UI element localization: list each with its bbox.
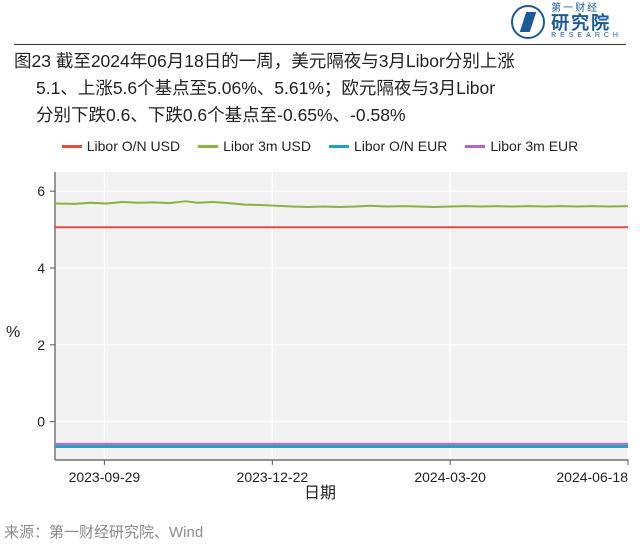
logo-icon <box>511 5 545 39</box>
svg-text:4: 4 <box>37 260 45 276</box>
chart-svg: 02462023-09-292023-12-222024-03-202024-0… <box>0 160 640 505</box>
svg-text:6: 6 <box>37 183 45 199</box>
logo-text: 第一财经 研究院 RESEARCH <box>551 4 622 39</box>
svg-text:0: 0 <box>37 414 45 430</box>
svg-text:2: 2 <box>37 337 45 353</box>
title-line1: 图23 截至2024年06月18日的一周，美元隔夜与3月Libor分别上涨 <box>14 51 515 71</box>
logo-en: RESEARCH <box>551 32 622 39</box>
legend-label: Libor O/N EUR <box>354 138 447 154</box>
y-axis-label: % <box>6 324 20 342</box>
brand-logo: 第一财经 研究院 RESEARCH <box>511 4 622 39</box>
chart-title: 图23 截至2024年06月18日的一周，美元隔夜与3月Libor分别上涨 5.… <box>14 44 626 129</box>
legend-label: Libor O/N USD <box>87 138 180 154</box>
legend-item: Libor O/N USD <box>62 138 180 154</box>
legend-label: Libor 3m EUR <box>490 138 578 154</box>
legend-item: Libor 3m EUR <box>465 138 578 154</box>
title-line3: 分别下跌0.6、下跌0.6个基点至-0.65%、-0.58% <box>14 102 626 129</box>
legend-swatch <box>62 145 82 148</box>
legend-swatch <box>465 145 485 148</box>
legend-item: Libor O/N EUR <box>329 138 447 154</box>
legend-swatch <box>329 145 349 148</box>
logo-big: 研究院 <box>551 14 622 32</box>
legend-swatch <box>198 145 218 148</box>
x-axis-label: 日期 <box>0 479 640 503</box>
line-chart: % 02462023-09-292023-12-222024-03-202024… <box>0 160 640 505</box>
source-text: 来源：第一财经研究院、Wind <box>4 521 203 542</box>
legend: Libor O/N USD Libor 3m USD Libor O/N EUR Li… <box>0 138 640 154</box>
title-line2: 5.1、上涨5.6个基点至5.06%、5.61%；欧元隔夜与3月Libor <box>14 75 626 102</box>
legend-item: Libor 3m USD <box>198 138 311 154</box>
legend-label: Libor 3m USD <box>223 138 311 154</box>
